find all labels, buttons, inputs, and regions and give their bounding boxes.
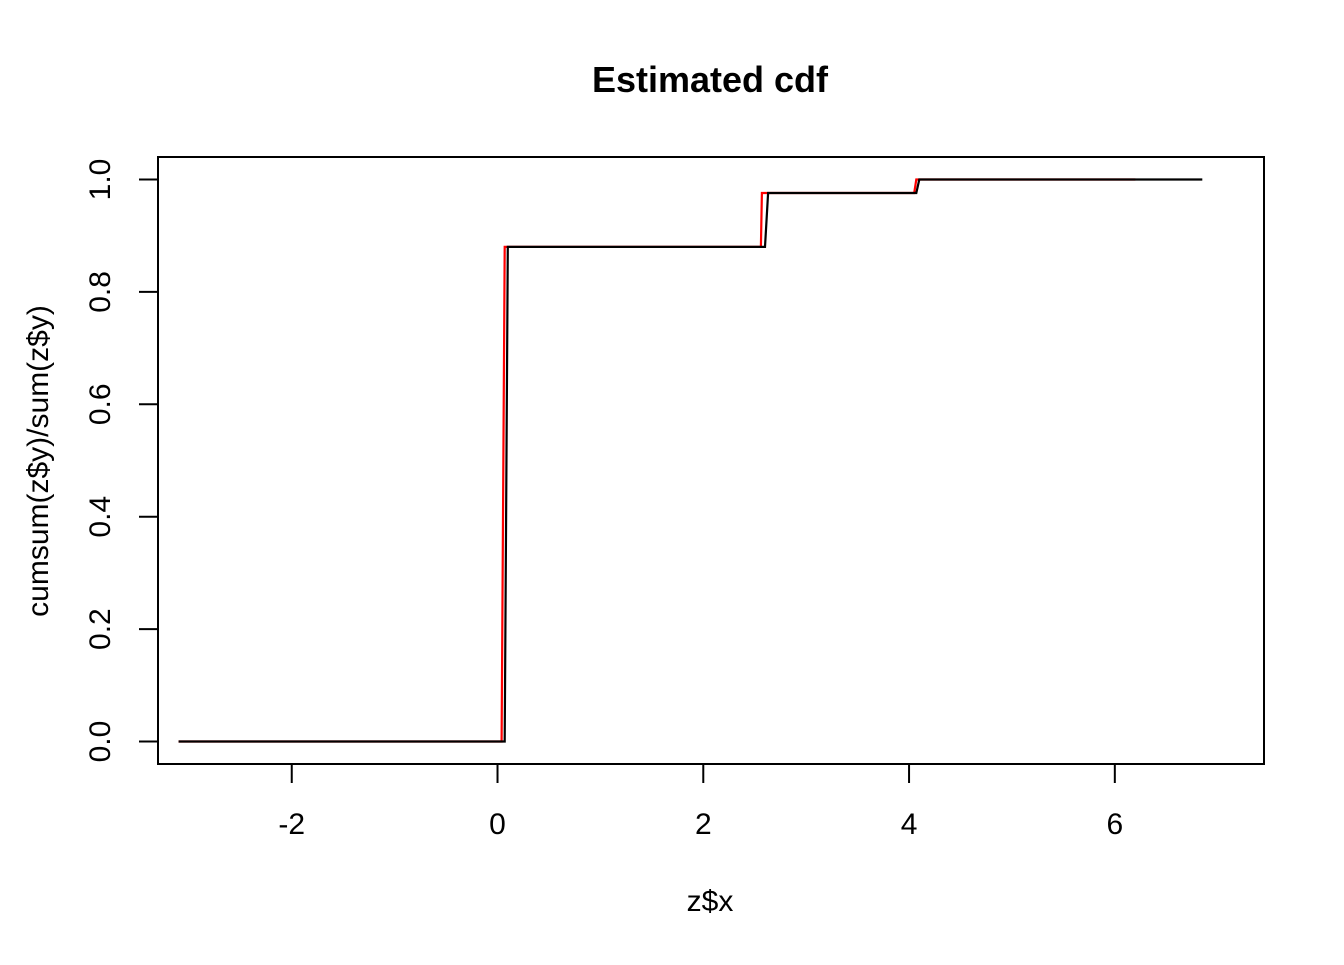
chart-title: Estimated cdf (592, 59, 829, 100)
y-tick-label: 1.0 (84, 159, 117, 201)
y-axis: 0.0 0.2 0.4 0.6 0.8 1.0 (84, 159, 158, 763)
x-tick-label: 2 (695, 808, 712, 841)
x-tick-label: 6 (1106, 808, 1123, 841)
x-axis: -2 0 2 4 6 (278, 764, 1123, 841)
x-tick-label: 0 (489, 808, 506, 841)
x-axis-label: z$x (687, 885, 734, 918)
y-axis-label: cumsum(z$y)/sum(z$y) (22, 305, 55, 617)
x-tick-label: 4 (901, 808, 918, 841)
y-tick-label: 0.6 (84, 383, 117, 425)
plot-frame (157, 156, 1265, 765)
series-layer (178, 178, 1203, 743)
cdf-series-line-2 (178, 178, 1203, 743)
y-tick-label: 0.2 (84, 608, 117, 650)
cdf-series-line-1 (178, 178, 1136, 743)
y-tick-label: 0.4 (84, 496, 117, 538)
y-tick-label: 0.8 (84, 271, 117, 313)
x-tick-label: -2 (278, 808, 305, 841)
y-tick-label: 0.0 (84, 721, 117, 763)
